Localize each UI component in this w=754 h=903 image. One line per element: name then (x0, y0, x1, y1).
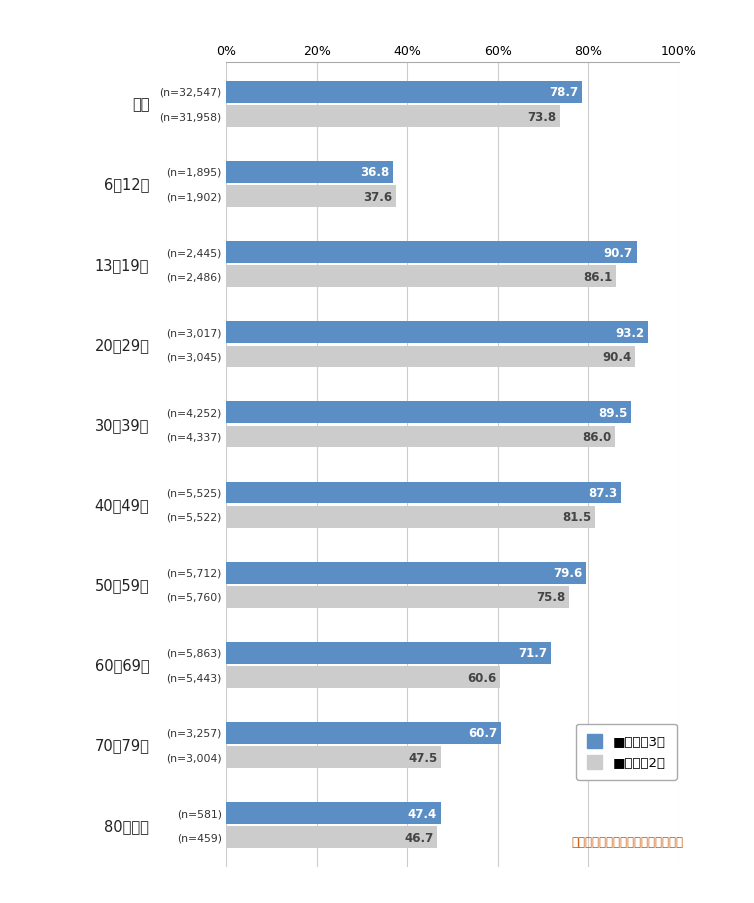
Text: (n=32,547): (n=32,547) (159, 88, 222, 98)
Text: 37.6: 37.6 (363, 191, 393, 203)
Bar (226, 106, 560, 127)
Text: (n=5,863): (n=5,863) (167, 648, 222, 658)
Text: 79.6: 79.6 (553, 566, 583, 580)
Text: 87.3: 87.3 (588, 487, 618, 499)
Text: 89.5: 89.5 (598, 406, 627, 419)
Text: 60.7: 60.7 (468, 727, 497, 740)
Text: (n=5,712): (n=5,712) (167, 568, 222, 578)
Text: 36.8: 36.8 (360, 166, 389, 179)
Bar (226, 722, 501, 744)
Bar (226, 242, 636, 264)
Text: 6～12歳: 6～12歳 (104, 177, 149, 192)
Text: (n=3,257): (n=3,257) (167, 728, 222, 738)
Text: 90.4: 90.4 (602, 350, 632, 364)
Text: 60.6: 60.6 (467, 671, 497, 684)
Bar (226, 186, 397, 208)
Text: (n=4,252): (n=4,252) (167, 408, 222, 418)
Text: インターネット利用者に占める割合: インターネット利用者に占める割合 (571, 834, 683, 848)
Text: 47.4: 47.4 (408, 806, 437, 820)
Text: 50～59歳: 50～59歳 (95, 578, 149, 592)
Text: 81.5: 81.5 (562, 511, 591, 524)
Text: 70～79歳: 70～79歳 (94, 738, 149, 753)
Bar (226, 322, 648, 344)
Text: 13～19歳: 13～19歳 (95, 257, 149, 273)
Text: (n=5,522): (n=5,522) (167, 512, 222, 522)
Text: (n=2,445): (n=2,445) (167, 247, 222, 257)
Text: 全体: 全体 (132, 98, 149, 112)
Bar (226, 507, 595, 528)
Text: 75.8: 75.8 (536, 591, 566, 604)
Text: (n=5,760): (n=5,760) (166, 592, 222, 602)
Bar (226, 346, 635, 368)
Text: 78.7: 78.7 (550, 86, 578, 99)
Text: 46.7: 46.7 (405, 831, 434, 844)
Bar (226, 803, 440, 824)
Text: 47.5: 47.5 (408, 751, 437, 764)
Bar (226, 82, 582, 104)
Text: 30～39歳: 30～39歳 (95, 417, 149, 433)
Bar (226, 666, 501, 688)
Bar (226, 402, 631, 424)
Text: 90.7: 90.7 (604, 247, 633, 259)
Bar (226, 482, 621, 504)
Bar (226, 826, 437, 848)
Text: (n=5,443): (n=5,443) (167, 673, 222, 683)
Text: SNSの利用状況（個人）: SNSの利用状況（個人） (317, 17, 498, 41)
Text: (n=3,004): (n=3,004) (166, 752, 222, 762)
Text: 73.8: 73.8 (527, 110, 556, 124)
Text: 20～29歳: 20～29歳 (94, 338, 149, 352)
Text: (n=3,017): (n=3,017) (166, 328, 222, 338)
Text: (n=459): (n=459) (176, 833, 222, 842)
Text: 93.2: 93.2 (615, 326, 644, 340)
Text: (n=2,486): (n=2,486) (167, 272, 222, 282)
Text: 80歳以上: 80歳以上 (104, 818, 149, 833)
Text: (n=1,902): (n=1,902) (166, 192, 222, 202)
Text: 40～49歳: 40～49歳 (95, 498, 149, 513)
Bar (226, 642, 550, 664)
Text: (n=4,337): (n=4,337) (167, 433, 222, 442)
Text: 60～69歳: 60～69歳 (95, 657, 149, 673)
Bar (226, 266, 616, 288)
Bar (226, 563, 587, 584)
Text: 86.0: 86.0 (582, 431, 611, 443)
Text: 86.1: 86.1 (583, 271, 612, 284)
Bar (226, 426, 615, 448)
Text: (n=3,045): (n=3,045) (166, 352, 222, 362)
Text: (n=31,958): (n=31,958) (159, 112, 222, 122)
Bar (226, 586, 569, 608)
Text: 71.7: 71.7 (518, 647, 547, 659)
Text: (n=581): (n=581) (176, 808, 222, 818)
Text: (n=1,895): (n=1,895) (167, 168, 222, 178)
Bar (226, 747, 441, 768)
Text: (n=5,525): (n=5,525) (167, 488, 222, 498)
Bar (226, 162, 393, 183)
Legend: ■：令和3年, ■：令和2年: ■：令和3年, ■：令和2年 (576, 724, 676, 780)
